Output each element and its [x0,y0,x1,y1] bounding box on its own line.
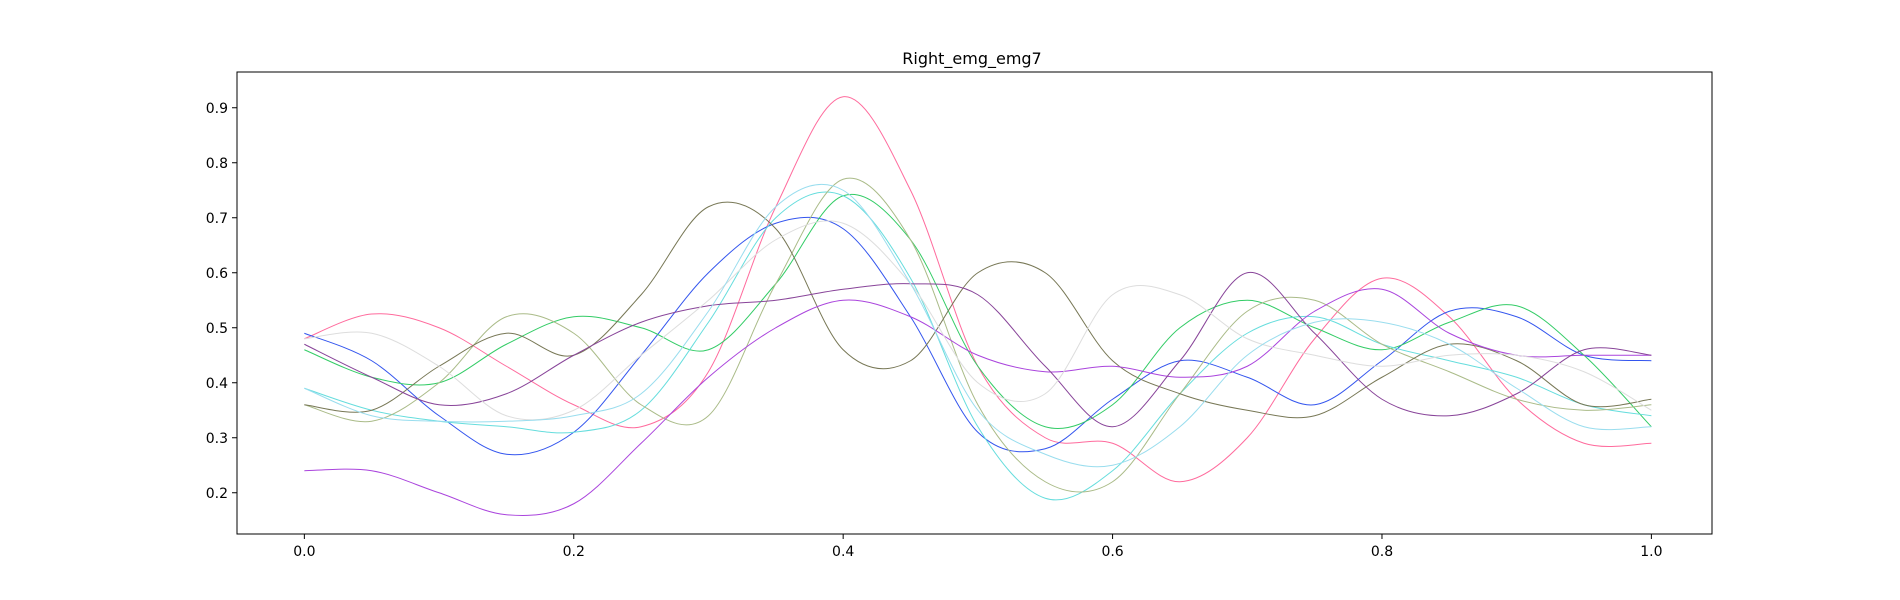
series-line-10 [304,183,1652,468]
series-line-4 [304,191,1652,501]
series-line-2 [304,216,1652,456]
series-line-6 [304,201,1652,419]
series-line-9 [304,220,1652,421]
y-axis: 0.2 0.3 0.4 0.5 0.6 0.7 0.8 0.9 [206,101,237,502]
y-tick-label: 0.4 [206,376,228,392]
series-line-7 [304,288,1652,516]
series-line-3 [304,193,1652,429]
x-tick-label: 0.4 [832,544,854,560]
chart-title: Right_emg_emg7 [902,49,1041,69]
series-line-8 [304,272,1652,428]
y-tick-label: 0.7 [206,211,228,227]
x-tick-label: 0.8 [1371,544,1393,560]
y-tick-label: 0.5 [206,321,228,337]
series-line-5 [304,177,1652,493]
plot-area-frame [236,71,1713,535]
y-tick-label: 0.8 [206,156,228,172]
series-layer [304,96,1652,516]
y-tick-label: 0.6 [206,266,228,282]
x-tick-label: 0.0 [293,544,315,560]
x-tick-label: 0.6 [1101,544,1123,560]
y-tick-label: 0.2 [206,486,228,502]
y-tick-label: 0.9 [206,101,228,117]
x-axis: 0.0 0.2 0.4 0.6 0.8 1.0 [293,534,1663,560]
y-tick-label: 0.3 [206,431,228,447]
series-line-1 [304,96,1652,483]
x-tick-label: 0.2 [563,544,585,560]
x-tick-label: 1.0 [1640,544,1662,560]
